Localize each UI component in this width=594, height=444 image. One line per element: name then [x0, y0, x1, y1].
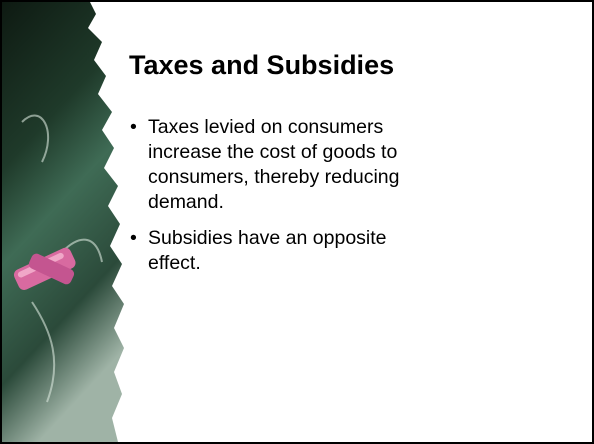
slide-title: Taxes and Subsidies: [129, 50, 394, 81]
chalkboard: [2, 2, 124, 442]
slide: Taxes and Subsidies Taxes levied on cons…: [2, 2, 592, 442]
bullet: Subsidies have an opposite effect.: [130, 226, 420, 276]
bullet: Taxes levied on consumers increase the c…: [130, 115, 420, 215]
bullet-list: Taxes levied on consumers increase the c…: [130, 115, 420, 287]
page: Taxes and Subsidies Taxes levied on cons…: [0, 2, 594, 444]
